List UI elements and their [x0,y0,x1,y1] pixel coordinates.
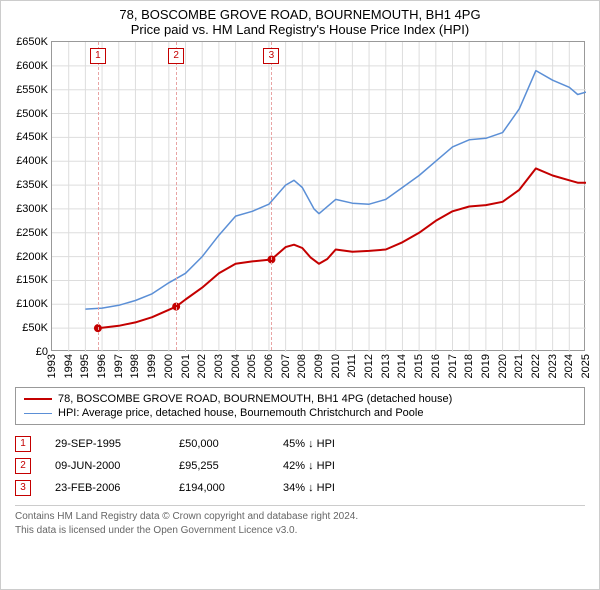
legend-item-hpi: HPI: Average price, detached house, Bour… [24,406,576,420]
x-tick-label: 2022 [530,354,542,378]
x-tick-label: 2014 [396,354,408,378]
transaction-date: 23-FEB-2006 [55,482,155,494]
event-marker-box: 2 [168,48,184,64]
event-line [176,42,177,350]
y-tick-label: £100K [16,298,48,310]
x-tick-label: 2020 [497,354,509,378]
x-tick-label: 2007 [280,354,292,378]
x-tick-label: 1993 [46,354,58,378]
transaction-row: 1 29-SEP-1995 £50,000 45% ↓ HPI [15,433,585,455]
y-tick-label: £550K [16,84,48,96]
x-tick-label: 2023 [547,354,559,378]
x-tick-label: 2016 [430,354,442,378]
chart-title-block: 78, BOSCOMBE GROVE ROAD, BOURNEMOUTH, BH… [1,1,599,41]
transaction-price: £50,000 [179,438,259,450]
y-tick-label: £300K [16,203,48,215]
chart-legend: 78, BOSCOMBE GROVE ROAD, BOURNEMOUTH, BH… [15,387,585,425]
x-tick-label: 1994 [63,354,75,378]
legend-label: 78, BOSCOMBE GROVE ROAD, BOURNEMOUTH, BH… [58,393,452,405]
x-tick-label: 1996 [96,354,108,378]
x-tick-label: 2004 [230,354,242,378]
event-marker-box: 3 [263,48,279,64]
x-tick-label: 2019 [480,354,492,378]
y-tick-label: £600K [16,60,48,72]
x-tick-label: 2024 [563,354,575,378]
x-tick-label: 2015 [413,354,425,378]
legend-swatch-hpi [24,413,52,414]
x-tick-label: 2002 [196,354,208,378]
transaction-row: 2 09-JUN-2000 £95,255 42% ↓ HPI [15,455,585,477]
x-tick-label: 2025 [580,354,592,378]
y-tick-label: £50K [22,322,48,334]
transaction-marker: 2 [15,458,31,474]
x-tick-label: 2008 [296,354,308,378]
y-tick-label: £400K [16,155,48,167]
transaction-date: 29-SEP-1995 [55,438,155,450]
x-tick-label: 2001 [180,354,192,378]
x-tick-label: 2003 [213,354,225,378]
y-tick-label: £250K [16,227,48,239]
title-line-2: Price paid vs. HM Land Registry's House … [1,22,599,37]
x-tick-label: 2000 [163,354,175,378]
y-tick-label: £200K [16,251,48,263]
title-line-1: 78, BOSCOMBE GROVE ROAD, BOURNEMOUTH, BH… [1,7,599,22]
event-line [98,42,99,350]
legend-label: HPI: Average price, detached house, Bour… [58,407,423,419]
price-chart: £0£50K£100K£150K£200K£250K£300K£350K£400… [51,41,585,351]
footer-line-2: This data is licensed under the Open Gov… [15,524,585,538]
transaction-price: £194,000 [179,482,259,494]
transaction-diff: 45% ↓ HPI [283,438,335,450]
footer-line-1: Contains HM Land Registry data © Crown c… [15,510,585,524]
x-tick-label: 1997 [113,354,125,378]
x-tick-label: 2005 [246,354,258,378]
attribution-footer: Contains HM Land Registry data © Crown c… [15,505,585,537]
transaction-price: £95,255 [179,460,259,472]
x-tick-label: 1998 [129,354,141,378]
x-tick-label: 2009 [313,354,325,378]
x-tick-label: 2021 [513,354,525,378]
x-tick-label: 2017 [447,354,459,378]
transaction-diff: 42% ↓ HPI [283,460,335,472]
legend-item-price-paid: 78, BOSCOMBE GROVE ROAD, BOURNEMOUTH, BH… [24,392,576,406]
event-marker-box: 1 [90,48,106,64]
transactions-table: 1 29-SEP-1995 £50,000 45% ↓ HPI 2 09-JUN-2000… [15,433,585,499]
y-tick-label: £450K [16,131,48,143]
transaction-date: 09-JUN-2000 [55,460,155,472]
transaction-marker: 1 [15,436,31,452]
y-tick-label: £150K [16,274,48,286]
x-tick-label: 1995 [79,354,91,378]
transaction-marker: 3 [15,480,31,496]
x-tick-label: 2010 [330,354,342,378]
y-tick-label: £650K [16,36,48,48]
x-tick-label: 2013 [380,354,392,378]
x-tick-label: 2018 [463,354,475,378]
y-tick-label: £350K [16,179,48,191]
x-tick-label: 2011 [346,354,358,378]
x-tick-label: 2012 [363,354,375,378]
transaction-diff: 34% ↓ HPI [283,482,335,494]
legend-swatch-price-paid [24,398,52,400]
y-tick-label: £500K [16,108,48,120]
plot-area [52,42,586,352]
x-tick-label: 2006 [263,354,275,378]
event-line [271,42,272,350]
transaction-row: 3 23-FEB-2006 £194,000 34% ↓ HPI [15,477,585,499]
x-tick-label: 1999 [146,354,158,378]
